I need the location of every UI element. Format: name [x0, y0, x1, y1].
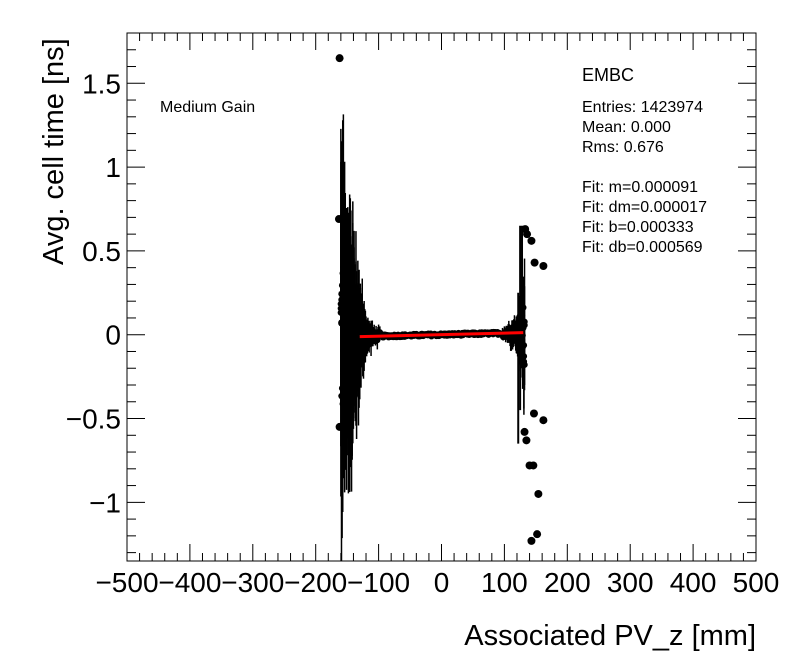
y-tick-label: 1	[105, 152, 121, 183]
stats-mean: Mean: 0.000	[582, 119, 671, 136]
outlier-point	[529, 409, 538, 418]
outlier-point	[539, 416, 548, 425]
y-tick-label: −0.5	[66, 404, 121, 435]
outlier-point	[522, 436, 531, 445]
outlier-point	[527, 536, 536, 545]
y-tick-label: 1.5	[82, 68, 121, 99]
fit-b: Fit: b=0.000333	[582, 219, 694, 236]
outlier-point	[335, 422, 344, 431]
y-tick-label: 0	[105, 320, 121, 351]
y-tick-label: 0.5	[82, 236, 121, 267]
stats-entries: Entries: 1423974	[582, 99, 703, 116]
x-axis-title: Associated PV_z [mm]	[464, 620, 756, 652]
outlier-point	[530, 258, 539, 267]
outlier-point	[334, 215, 343, 224]
axis-ticks	[126, 32, 757, 561]
x-tick-label: −100	[347, 567, 410, 598]
x-tick-label: 0	[434, 567, 450, 598]
x-tick-label: 100	[481, 567, 528, 598]
y-tick-label: −1	[89, 487, 121, 518]
outlier-point	[527, 236, 536, 245]
x-tick-label: 500	[733, 567, 780, 598]
x-tick-label: 200	[544, 567, 591, 598]
x-tick-label: −300	[221, 567, 284, 598]
x-tick-label: −500	[95, 567, 158, 598]
outlier-point	[335, 54, 344, 63]
fit-line-group	[359, 331, 524, 339]
x-tick-label: −400	[158, 567, 221, 598]
outlier-point	[340, 365, 349, 374]
tick-labels: −500 −400 −300 −200 −100 0 100 200 300 400 500 −1 −0…	[66, 68, 780, 598]
x-tick-label: −200	[284, 567, 347, 598]
fit-m: Fit: m=0.000091	[582, 179, 699, 196]
outlier-point	[520, 427, 529, 436]
y-axis-title: Avg. cell time [ns]	[38, 38, 70, 265]
outlier-point	[533, 530, 542, 539]
outlier-point	[343, 216, 352, 225]
data-points	[334, 54, 548, 562]
data-point	[521, 361, 528, 368]
outlier-point	[521, 225, 530, 234]
outlier-point	[539, 261, 548, 270]
outlier-point	[529, 461, 538, 470]
fit-db: Fit: db=0.000569	[582, 239, 703, 256]
stats-rms: Rms: 0.676	[582, 139, 664, 156]
x-tick-label: 300	[607, 567, 654, 598]
gain-label: Medium Gain	[160, 99, 256, 116]
outlier-point	[534, 489, 543, 498]
fit-line	[359, 331, 524, 339]
outlier-point	[338, 318, 347, 327]
fit-dm: Fit: dm=0.000017	[582, 199, 707, 216]
x-tick-label: 400	[670, 567, 717, 598]
stats-title: EMBC	[582, 65, 635, 85]
